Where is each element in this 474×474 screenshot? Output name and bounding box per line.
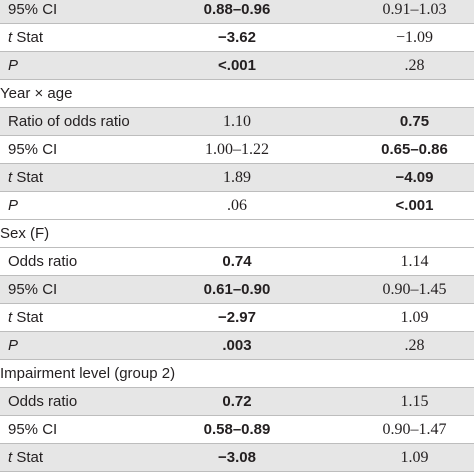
value-col2: 1.09 bbox=[400, 309, 429, 326]
row-label-italic: P bbox=[8, 337, 19, 354]
table-row: P .003 .28 bbox=[0, 332, 474, 360]
row-label: P bbox=[8, 192, 18, 220]
value-col1: 1.00–1.22 bbox=[205, 141, 269, 158]
row-label-italic: P bbox=[8, 197, 19, 214]
value-col2: 0.90–1.45 bbox=[382, 281, 447, 298]
group-header-row: Year × age bbox=[0, 80, 474, 108]
value-col1: 0.61–0.90 bbox=[203, 281, 271, 298]
table-row: t Stat −2.97 1.09 bbox=[0, 304, 474, 332]
value-col2: 1.14 bbox=[400, 253, 429, 270]
table-row: t Stat −3.08 1.09 bbox=[0, 444, 474, 472]
value-col2: 0.65–0.86 bbox=[381, 141, 448, 158]
value-col1: 0.74 bbox=[222, 253, 252, 270]
row-label: Ratio of odds ratio bbox=[8, 108, 130, 136]
value-col1: 0.58–0.89 bbox=[203, 421, 271, 438]
row-label: t Stat bbox=[8, 164, 43, 192]
table-row: t Stat 1.89 −4.09 bbox=[0, 164, 474, 192]
row-label-text: Ratio of odds ratio bbox=[8, 113, 130, 130]
row-label-text: Odds ratio bbox=[8, 253, 78, 270]
value-col2: 0.90–1.47 bbox=[382, 421, 447, 438]
row-label-italic: t bbox=[8, 29, 13, 46]
table-row: 95% CI 0.58–0.89 0.90–1.47 bbox=[0, 416, 474, 444]
row-label-suffix: Stat bbox=[12, 449, 44, 466]
row-label: t Stat bbox=[8, 444, 43, 472]
row-label-suffix: Stat bbox=[12, 169, 44, 186]
table-row: Odds ratio 0.72 1.15 bbox=[0, 388, 474, 416]
table-row: Odds ratio 0.74 1.14 bbox=[0, 248, 474, 276]
value-col2: 0.91–1.03 bbox=[382, 1, 447, 18]
row-label: Odds ratio bbox=[8, 248, 77, 276]
value-col1: 1.10 bbox=[223, 113, 251, 130]
value-col2: <.001 bbox=[395, 197, 434, 214]
value-col2: 0.75 bbox=[399, 113, 430, 130]
table-row: P .06 <.001 bbox=[0, 192, 474, 220]
value-col1: 0.72 bbox=[222, 393, 252, 410]
row-label: Odds ratio bbox=[8, 388, 77, 416]
value-col1: 0.88–0.96 bbox=[203, 1, 271, 18]
value-col1: −3.08 bbox=[218, 449, 256, 466]
value-col1: −2.97 bbox=[218, 309, 256, 326]
row-label: P bbox=[8, 52, 18, 80]
value-col2: −4.09 bbox=[395, 169, 434, 186]
group-label: Sex (F) bbox=[0, 225, 50, 242]
table-row: P <.001 .28 bbox=[0, 52, 474, 80]
row-label: P bbox=[8, 332, 18, 360]
row-label-text: 95% CI bbox=[8, 281, 58, 298]
row-label-suffix: 95% CI bbox=[8, 1, 58, 18]
row-label: t Stat bbox=[8, 24, 43, 52]
table-row: 95% CI 0.61–0.90 0.90–1.45 bbox=[0, 276, 474, 304]
value-col1: <.001 bbox=[218, 57, 256, 74]
row-label-suffix: Stat bbox=[12, 29, 44, 46]
row-label: 95% CI bbox=[8, 416, 57, 444]
row-label-text: 95% CI bbox=[8, 141, 58, 158]
value-col2: 1.15 bbox=[400, 393, 429, 410]
group-label: Year × age bbox=[0, 85, 73, 102]
row-label-italic: t bbox=[8, 309, 13, 326]
value-col1: −3.62 bbox=[218, 29, 256, 46]
row-label-suffix: Stat bbox=[12, 309, 44, 326]
value-col2: 1.09 bbox=[400, 449, 429, 466]
row-label: 95% CI bbox=[8, 0, 57, 24]
row-label-italic: P bbox=[8, 57, 19, 74]
group-header-row: Impairment level (group 2) bbox=[0, 360, 474, 388]
row-label-italic: t bbox=[8, 169, 13, 186]
group-label: Impairment level (group 2) bbox=[0, 365, 176, 382]
table-row: Ratio of odds ratio 1.10 0.75 bbox=[0, 108, 474, 136]
group-header-row: Sex (F) bbox=[0, 220, 474, 248]
row-label-text: Odds ratio bbox=[8, 393, 78, 410]
row-label: 95% CI bbox=[8, 276, 57, 304]
value-col2: −1.09 bbox=[395, 29, 434, 46]
row-label-italic: t bbox=[8, 449, 13, 466]
value-col1: .06 bbox=[227, 197, 247, 214]
row-label: t Stat bbox=[8, 304, 43, 332]
value-col1: .003 bbox=[222, 337, 252, 354]
table-row: 95% CI 0.88–0.96 0.91–1.03 bbox=[0, 0, 474, 24]
table-row: t Stat −3.62 −1.09 bbox=[0, 24, 474, 52]
table-row: 95% CI 1.00–1.22 0.65–0.86 bbox=[0, 136, 474, 164]
value-col2: .28 bbox=[404, 337, 425, 354]
value-col1: 1.89 bbox=[223, 169, 251, 186]
value-col2: .28 bbox=[404, 57, 425, 74]
row-label-text: 95% CI bbox=[8, 421, 58, 438]
row-label: 95% CI bbox=[8, 136, 57, 164]
